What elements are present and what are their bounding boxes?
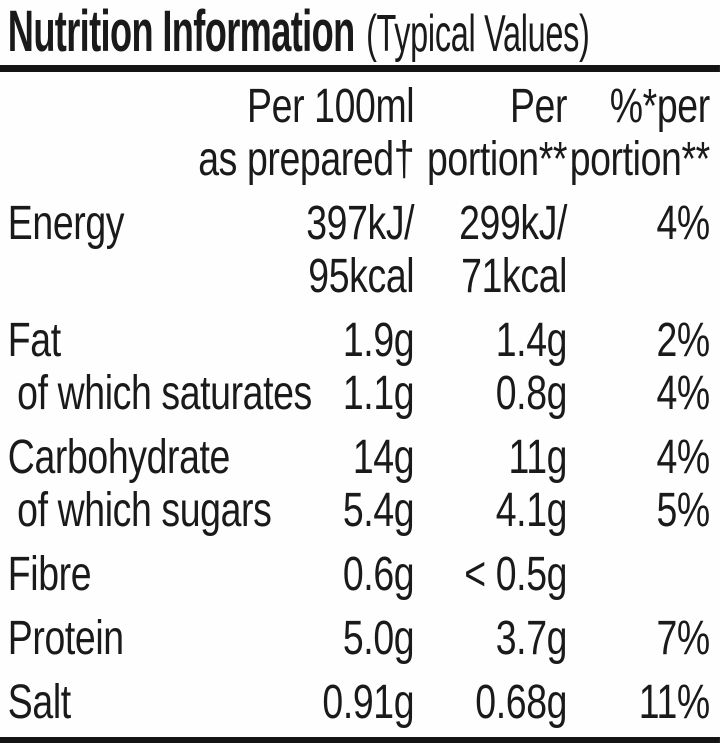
row-protein: Protein 5.0g 3.7g 7% [0,612,720,665]
percent-value: 11% [638,676,710,729]
per-100ml-value: 5.4g [342,484,415,537]
per-100ml-value: 14g [352,431,415,484]
per-100ml-value: 5.0g [342,612,415,665]
label-title-row: Nutrition Information (Typical Values) [0,2,720,64]
percent-value: 4% [656,367,710,420]
value-line: 299kJ/ [459,197,568,250]
nutrient-label: Fat [7,314,61,367]
header-line: %*per [609,80,710,133]
per-portion-value: 299kJ/ 71kcal [459,197,567,303]
per-portion-value: 4.1g [495,484,568,537]
nutrient-label: Carbohydrate [7,431,231,484]
per-portion-value: 11g [508,431,568,484]
row-salt: Salt 0.91g 0.68g 11% [0,676,720,729]
row-fat: Fat 1.9g 1.4g 2% [0,314,720,367]
header-line: Per 100ml [247,80,415,133]
percent-value: 5% [656,484,710,537]
title-suffix-text: (Typical Values) [366,5,590,63]
header-percent-per-portion: %*per portion** [570,80,710,186]
nutrient-label: Fibre [7,548,92,601]
per-100ml-value: 1.9g [342,314,415,367]
bottom-divider-rule [0,737,720,743]
row-saturates: of which saturates 1.1g 0.8g 4% [0,367,720,420]
header-line: portion** [426,133,568,186]
value-line: 95kcal [308,250,415,303]
percent-value: 4% [656,197,710,250]
per-100ml-value: 397kJ/ 95kcal [306,197,414,303]
table-header-row: Per 100ml as prepared† Per portion** %*p… [0,80,720,186]
per-portion-value: < 0.5g [464,548,568,601]
percent-value: 2% [656,314,710,367]
nutrient-label: Salt [7,676,71,729]
per-portion-value: 0.8g [495,367,568,420]
nutrient-label: of which sugars [17,484,272,537]
header-line: Per [509,80,568,133]
per-portion-value: 0.68g [475,676,568,729]
row-sugars: of which sugars 5.4g 4.1g 5% [0,484,720,537]
value-line: 397kJ/ [306,197,415,250]
per-100ml-value: 0.6g [342,548,415,601]
title-main-text: Nutrition Information [7,0,355,64]
per-100ml-value: 1.1g [342,367,415,420]
per-100ml-value: 0.91g [322,676,415,729]
top-divider-rule [0,65,720,72]
row-carbohydrate: Carbohydrate 14g 11g 4% [0,431,720,484]
header-per-100ml: Per 100ml as prepared† [198,80,414,186]
nutrient-label: of which saturates [17,367,312,420]
header-line: portion** [569,133,710,186]
header-per-portion: Per portion** [427,80,567,186]
header-line: as prepared† [198,133,415,186]
per-portion-value: 3.7g [495,612,568,665]
nutrient-label: Protein [7,612,124,665]
percent-value: 7% [656,612,710,665]
nutrient-label: Energy [7,197,125,250]
row-fibre: Fibre 0.6g < 0.5g [0,548,720,601]
label-title: Nutrition Information (Typical Values) [8,2,590,77]
row-energy: Energy 397kJ/ 95kcal 299kJ/ 71kcal 4% [0,197,720,303]
per-portion-value: 1.4g [495,314,568,367]
percent-value: 4% [656,431,710,484]
value-line: 71kcal [461,250,568,303]
